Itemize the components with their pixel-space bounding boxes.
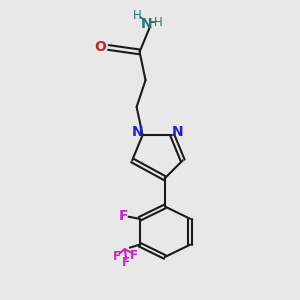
Text: N: N [172,124,184,139]
Text: H: H [154,16,163,29]
Text: H: H [133,9,142,22]
Text: N: N [131,124,143,139]
Text: F: F [118,209,128,223]
Text: N: N [141,17,153,31]
Text: F: F [122,256,130,269]
Text: O: O [94,40,106,55]
Text: F: F [130,249,138,262]
Text: F: F [113,250,121,263]
